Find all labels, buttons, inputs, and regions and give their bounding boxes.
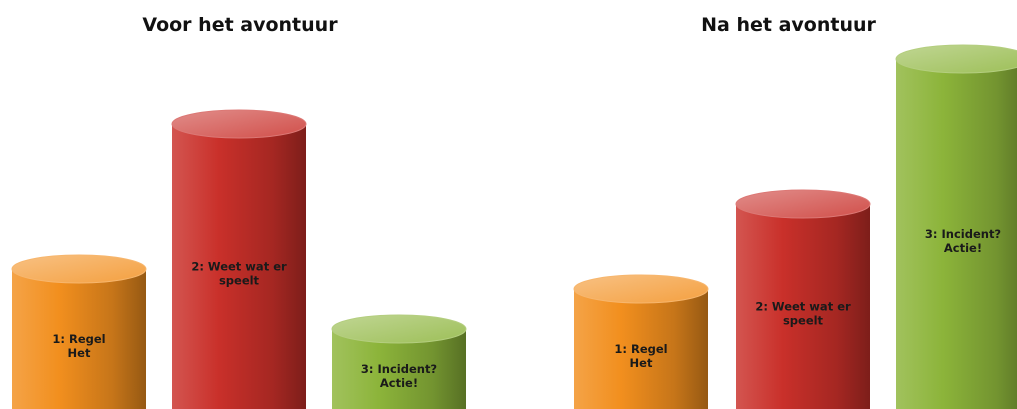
chart-title-after: Na het avontuur [701, 14, 876, 36]
cylinder-bar-incident-actie: 3: Incident? Actie! [895, 44, 1017, 409]
cylinder-chart-before: 1: Regel Het 2: Weet wat er speelt 3: Incide… [11, 109, 467, 409]
bar-label-regel-het: 1: Regel Het [52, 332, 105, 360]
cylinder-body [896, 59, 1017, 409]
cylinder-top [171, 109, 307, 139]
bar-label-incident-actie: 3: Incident? Actie! [361, 362, 437, 390]
cylinder-top [573, 274, 709, 304]
cylinder-bar-regel-het: 1: Regel Het [573, 274, 709, 409]
cylinder-bar-regel-het: 1: Regel Het [11, 254, 147, 409]
cylinder-body [172, 124, 306, 409]
cylinder-bar-weet-wat-er-speelt: 2: Weet wat er speelt [735, 189, 871, 409]
chart-title-before: Voor het avontuur [142, 14, 338, 36]
cylinder-top [11, 254, 147, 284]
cylinder-body [332, 329, 466, 409]
bar-label-incident-actie: 3: Incident? Actie! [925, 227, 1001, 255]
chart-before: Voor het avontuur 1: Regel Het 2: Weet wat… [0, 0, 480, 409]
cylinder-body [736, 204, 870, 409]
cylinder-top [735, 189, 871, 219]
chart-after: Na het avontuur 1: Regel Het 2: Weet wat e… [560, 0, 1017, 409]
cylinder-body [12, 269, 146, 409]
cylinder-top [331, 314, 467, 344]
cylinder-bar-weet-wat-er-speelt: 2: Weet wat er speelt [171, 109, 307, 409]
cylinder-top [895, 44, 1017, 74]
bar-label-regel-het: 1: Regel Het [614, 342, 667, 370]
cylinder-body [574, 289, 708, 409]
bar-label-weet-wat-er-speelt: 2: Weet wat er speelt [191, 260, 287, 288]
cylinder-chart-after: 1: Regel Het 2: Weet wat er speelt 3: Incide… [573, 44, 1017, 409]
cylinder-bar-incident-actie: 3: Incident? Actie! [331, 314, 467, 409]
bar-label-weet-wat-er-speelt: 2: Weet wat er speelt [755, 300, 851, 328]
